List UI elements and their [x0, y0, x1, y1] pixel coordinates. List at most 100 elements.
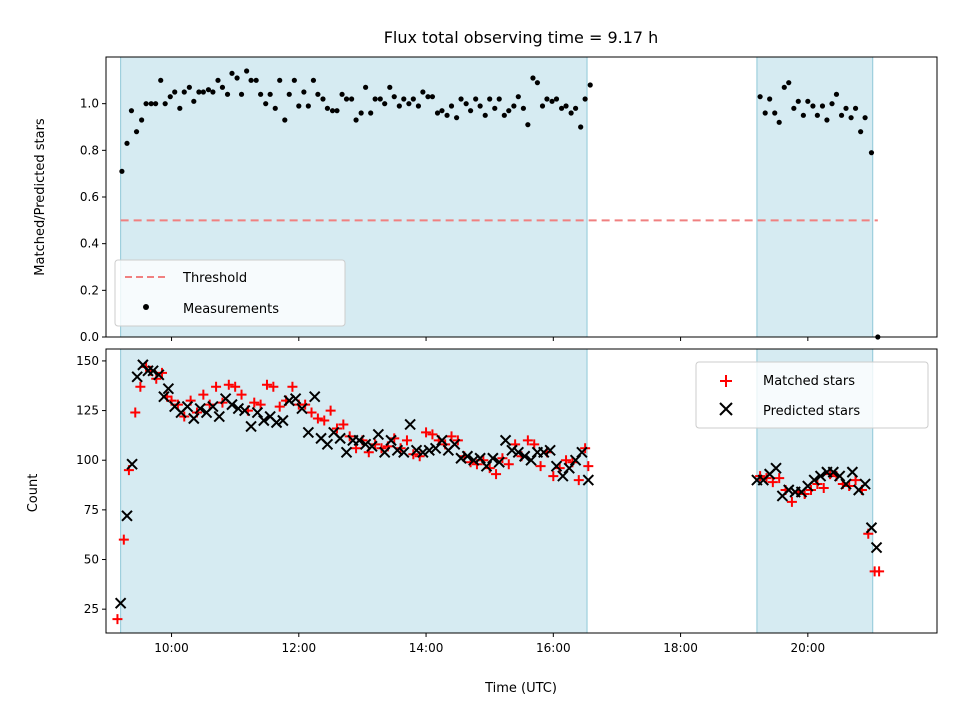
predicted-star-point — [245, 420, 257, 433]
bottom-y-axis-label: Count — [26, 474, 41, 513]
measurement-point — [492, 105, 498, 111]
predicted-star-point — [461, 450, 474, 462]
matched-star-point — [850, 475, 861, 486]
predicted-star-point — [258, 414, 270, 427]
measurement-point — [177, 105, 183, 111]
measurement-point — [291, 77, 297, 83]
measurement-point — [572, 105, 579, 111]
predicted-star-point — [353, 434, 365, 447]
matched-star-point — [255, 399, 266, 410]
measurement-point — [334, 108, 340, 114]
measurement-point — [305, 103, 311, 109]
x-tick-label: 16:00 — [536, 641, 571, 655]
measurement-point — [272, 105, 278, 111]
matched-star-point — [130, 407, 141, 418]
x-tick-label: 12:00 — [282, 641, 317, 655]
predicted-star-point — [506, 444, 518, 456]
measurement-point — [525, 122, 531, 128]
measurement-point — [772, 110, 778, 116]
measurement-point — [496, 96, 502, 102]
measurement-point — [544, 96, 550, 102]
top-shaded-interval-2 — [756, 56, 874, 338]
measurement-point — [158, 77, 164, 83]
x-axis-label: Time (UTC) — [484, 681, 557, 696]
predicted-star-point — [385, 434, 397, 447]
measurement-point — [810, 103, 816, 109]
measurement-point — [781, 84, 787, 90]
measurement-point — [553, 96, 560, 102]
predicted-star-point — [232, 402, 245, 415]
measurement-point — [843, 105, 849, 111]
bottom-y-tick-label: 25 — [84, 602, 99, 616]
predicted-star-point — [525, 454, 537, 466]
measurement-point — [253, 77, 259, 83]
matched-star-point — [351, 443, 362, 454]
measurement-point — [406, 101, 412, 107]
matched-star-point — [338, 419, 349, 430]
measurement-point — [186, 84, 192, 90]
measurement-point — [534, 80, 541, 86]
matched-star-point — [135, 381, 146, 392]
measurement-point — [282, 117, 288, 123]
matched-star-point — [561, 455, 572, 466]
measurement-point — [219, 84, 226, 90]
measurement-point — [757, 94, 763, 100]
predicted-star-point — [518, 450, 531, 462]
predicted-star-point — [391, 444, 404, 456]
measurement-point — [410, 96, 416, 102]
measurement-point — [139, 117, 145, 123]
measurement-point — [563, 103, 569, 109]
predicted-star-point — [366, 440, 378, 453]
matched-star-point — [767, 477, 778, 488]
matched-star-point — [236, 389, 247, 400]
measurement-point — [196, 89, 202, 95]
measurement-point — [191, 98, 197, 104]
measurement-point — [786, 80, 792, 86]
top-panel: 0.0 0.2 0.4 0.6 0.8 1.0 Matched/Predicted sta… — [33, 56, 938, 344]
measurement-point — [368, 110, 374, 116]
measurement-point — [858, 129, 864, 135]
matched-star-point — [112, 614, 123, 625]
predicted-star-point — [398, 446, 410, 458]
measurement-point — [320, 96, 326, 102]
bottom-y-tick-label: 75 — [84, 503, 99, 517]
bottom-legend-box — [695, 361, 929, 429]
measurement-point — [425, 94, 431, 100]
predicted-star-point — [576, 446, 588, 458]
predicted-star-point — [833, 470, 846, 482]
predicted-star-point — [296, 402, 308, 415]
legend-threshold-label: Threshold — [182, 271, 247, 286]
predicted-star-point — [480, 460, 493, 472]
measurement-point — [372, 96, 378, 102]
measurement-point — [172, 89, 178, 95]
predicted-star-point — [538, 446, 550, 458]
predicted-star-point — [321, 438, 334, 451]
predicted-star-point — [865, 522, 878, 534]
matched-star-point — [198, 389, 209, 400]
measurement-point — [363, 84, 369, 90]
measurement-point — [568, 110, 574, 116]
predicted-star-point — [550, 460, 563, 472]
measurement-point — [429, 94, 436, 100]
measurement-point — [791, 105, 797, 111]
predicted-star-point — [359, 438, 372, 451]
measurement-point — [515, 94, 521, 100]
predicted-star-point — [188, 412, 200, 425]
matched-star-point — [529, 439, 540, 450]
top-y-tick-label: 1.0 — [80, 97, 99, 111]
measurement-point — [296, 103, 302, 109]
legend-measurements-swatch — [143, 304, 149, 310]
bottom-y-tick-label: 150 — [76, 354, 99, 368]
measurement-point — [267, 91, 273, 97]
measurement-point — [153, 101, 159, 107]
predicted-star-point — [226, 398, 238, 411]
measurement-point — [473, 96, 479, 102]
measurement-point — [143, 101, 149, 107]
measurement-point — [377, 96, 383, 102]
predicted-star-point — [239, 404, 251, 417]
predicted-star-point — [194, 402, 206, 415]
measurement-point — [391, 94, 397, 100]
measurement-point — [167, 94, 173, 100]
matched-star-point — [446, 431, 457, 442]
predicted-star-point — [417, 446, 429, 458]
